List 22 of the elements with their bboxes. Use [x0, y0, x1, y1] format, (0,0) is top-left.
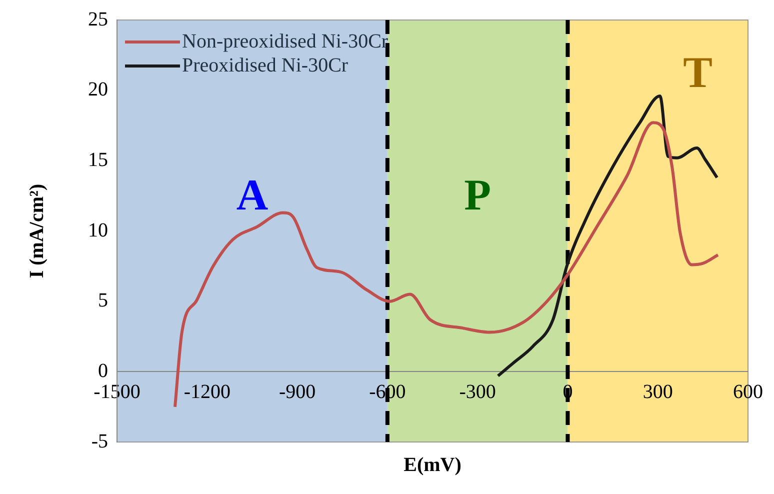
line-series: [496, 94, 719, 378]
x-tick-label: 300: [642, 380, 673, 403]
y-tick-label: 20: [88, 78, 108, 101]
y-axis-title: I (mA/cm²): [26, 184, 48, 278]
band-label: A: [236, 170, 268, 220]
y-tick-label: 25: [88, 8, 108, 30]
legend-label: Preoxidised Ni-30Cr: [182, 54, 348, 76]
band-label: P: [464, 170, 492, 220]
y-tick-label: 5: [98, 290, 108, 312]
x-tick-label: -1500: [94, 380, 140, 403]
x-tick-label: -300: [459, 380, 496, 403]
y-tick-label: -5: [91, 430, 108, 452]
line-series: [173, 121, 720, 408]
x-tick-label: -1200: [184, 380, 230, 403]
y-tick-label: 10: [88, 219, 108, 242]
legend-label: Non-preoxidised Ni-30Cr: [182, 30, 388, 52]
y-tick-label: 0: [98, 360, 108, 382]
x-tick-label: 600: [733, 380, 763, 403]
band-label: T: [683, 48, 713, 98]
x-axis-title: E(mV): [404, 454, 462, 476]
y-tick-label: 15: [88, 148, 108, 171]
x-tick-label: -900: [278, 380, 316, 403]
